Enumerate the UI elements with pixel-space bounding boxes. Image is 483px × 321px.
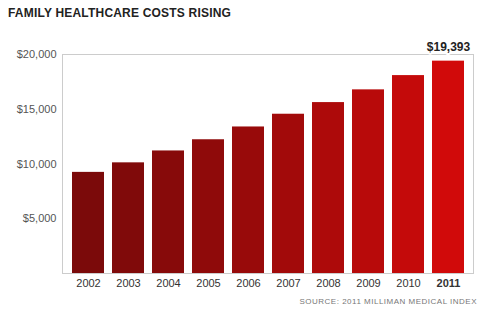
svg-text:2006: 2006 xyxy=(236,277,260,289)
svg-text:$5,000: $5,000 xyxy=(23,212,57,224)
svg-text:$20,000: $20,000 xyxy=(17,48,57,60)
svg-text:2008: 2008 xyxy=(316,277,340,289)
svg-text:$15,000: $15,000 xyxy=(17,103,57,115)
svg-text:2003: 2003 xyxy=(116,277,140,289)
svg-text:2011: 2011 xyxy=(437,277,461,289)
svg-text:2009: 2009 xyxy=(356,277,380,289)
html-text:SOURCE: 2011 MILLIMAN MEDICAL: SOURCE: 2011 MILLIMAN MEDICAL INDEX xyxy=(299,297,477,306)
svg-text:2010: 2010 xyxy=(396,277,420,289)
svg-text:2002: 2002 xyxy=(76,277,100,289)
svg-text:2007: 2007 xyxy=(276,277,300,289)
svg-text:$10,000: $10,000 xyxy=(17,158,57,170)
svg-text:2004: 2004 xyxy=(156,277,180,289)
html-text:FAMILY HEALTHCARE COSTS RISING: FAMILY HEALTHCARE COSTS RISING xyxy=(8,6,232,20)
svg-text:$19,393: $19,393 xyxy=(427,40,471,54)
svg-text:2005: 2005 xyxy=(196,277,220,289)
